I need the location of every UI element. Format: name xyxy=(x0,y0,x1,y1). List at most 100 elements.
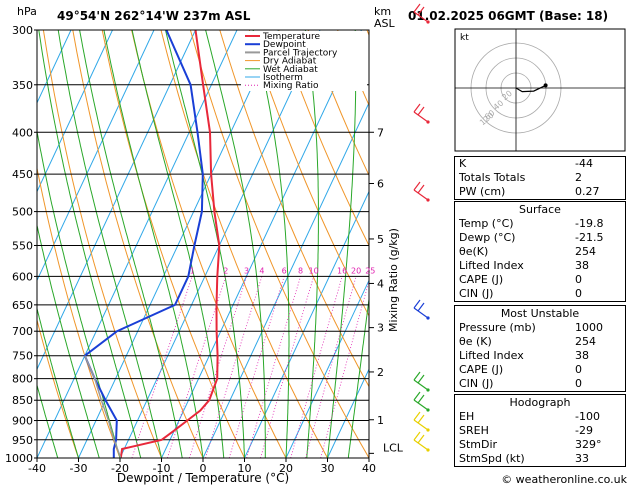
hodograph-trace xyxy=(515,84,546,93)
wind-barb-staff xyxy=(413,11,429,23)
legend-entry: Temperature xyxy=(262,32,320,42)
km-tick-label: 1 xyxy=(377,414,384,427)
wind-barb-dot xyxy=(426,388,430,392)
temperature-tick-label: -40 xyxy=(28,462,46,475)
km-label: km xyxy=(374,5,391,18)
km-tick-label: 5 xyxy=(377,233,384,246)
hodograph-row: StmDir 329° xyxy=(459,438,602,451)
most-unstable-row: CAPE (J) 0 xyxy=(459,363,582,376)
wind-barb-feather xyxy=(413,391,421,401)
dry-adiabat-line xyxy=(307,30,369,177)
surface-row: Lifted Index 38 xyxy=(459,259,589,272)
location-title: 49°54'N 262°14'W 237m ASL xyxy=(57,9,251,23)
wind-barb-feather xyxy=(417,302,425,312)
index-row-k: K -44 xyxy=(459,157,593,170)
wind-barb-staff xyxy=(413,189,429,201)
hodograph-indices-title: Hodograph xyxy=(509,396,571,409)
mixing-ratio-label: 10 xyxy=(309,266,319,275)
mixing-ratio-labels: 1 2 3 4 6 8 10 16 20 25 xyxy=(190,266,376,275)
surface-title: Surface xyxy=(519,203,561,216)
wind-barb-feather xyxy=(413,411,421,421)
wind-barb-feather xyxy=(413,431,421,441)
pressure-tick-label: 800 xyxy=(12,373,33,386)
wind-barb-feather xyxy=(417,434,425,444)
wind-barb-feather xyxy=(417,414,425,424)
wind-barb-staff xyxy=(413,399,429,411)
most-unstable-title: Most Unstable xyxy=(500,307,580,320)
pressure-tick-label: 300 xyxy=(12,24,33,37)
wind-barb-dot xyxy=(426,428,430,432)
mixing-ratio-line xyxy=(205,276,263,458)
km-tick-label: 6 xyxy=(377,177,384,190)
mixing-ratio-axis-label: Mixing Ratio (g/kg) xyxy=(387,228,400,332)
mixing-ratio-label: 16 xyxy=(337,266,347,275)
most-unstable-row: CIN (J) 0 xyxy=(459,377,582,390)
pressure-tick-label: 900 xyxy=(12,415,33,428)
most-unstable-panel: Most Unstable Pressure (mb) 1000 θe (K) 25… xyxy=(454,305,626,392)
pressure-tick-label: 550 xyxy=(12,239,33,252)
temperature-tick-label: 40 xyxy=(362,462,376,475)
dry-adiabat-line xyxy=(278,30,369,247)
plot-frame xyxy=(36,29,370,459)
wind-barb-staff xyxy=(413,439,429,451)
wind-barb-feather xyxy=(413,103,421,113)
plot-area xyxy=(37,30,369,458)
hodograph-row: StmSpd (kt) 33 xyxy=(459,452,589,465)
temperature-tick-label: 30 xyxy=(321,462,335,475)
pressure-tick-label: 700 xyxy=(12,325,33,338)
wind-barb-staff xyxy=(413,307,429,319)
wind-barb-feather xyxy=(417,184,425,194)
pressure-tick-label: 500 xyxy=(12,206,33,219)
wind-barb-feather xyxy=(417,374,425,384)
wind-barb-dot xyxy=(426,408,430,412)
legend-entry: Parcel Trajectory xyxy=(263,48,338,58)
km-axis: 7 6 5 4 3 2 1 LCL xyxy=(369,126,404,454)
pressure-tick-label: 350 xyxy=(12,79,33,92)
km-tick-label: 3 xyxy=(377,322,384,335)
isotherm-line xyxy=(202,101,369,458)
legend-entry: Dewpoint xyxy=(263,40,306,50)
dry-adiabat-line xyxy=(248,30,369,317)
surface-row: CIN (J) 0 xyxy=(459,287,582,300)
isotherm-line xyxy=(37,30,196,371)
mixing-ratio-label: 25 xyxy=(365,266,375,275)
isotherm-line xyxy=(37,30,113,193)
isotherm-line xyxy=(161,30,362,458)
surface-row: Temp (°C) -19.8 xyxy=(459,217,604,230)
legend-entry: Mixing Ratio xyxy=(263,81,319,91)
pressure-tick-label: 850 xyxy=(12,394,33,407)
wet-adiabat-line xyxy=(37,306,79,458)
legend-background xyxy=(241,31,367,91)
hodograph-unit-label: kt xyxy=(460,33,469,43)
x-axis-label: Dewpoint / Temperature (°C) xyxy=(117,471,289,485)
surface-panel: Surface Temp (°C) -19.8 Dewp (°C) -21.5 θe… xyxy=(454,201,626,302)
mixing-ratio-label: 1 xyxy=(190,266,195,275)
wind-barb-feather xyxy=(413,371,421,381)
isotherm-line xyxy=(78,30,279,458)
isobar-lines xyxy=(37,30,369,458)
wind-barb-feather xyxy=(417,394,425,404)
hodograph-indices-panel: Hodograph EH -100 SREH -29 StmDir 329° StmS… xyxy=(454,394,626,467)
most-unstable-row: θe (K) 254 xyxy=(459,335,596,348)
wind-barb-feather xyxy=(417,106,425,116)
legend-entry: Wet Adiabat xyxy=(263,65,318,75)
dry-adiabat-line xyxy=(189,30,369,458)
mixing-ratio-label: 6 xyxy=(282,266,287,275)
wind-barb-dot xyxy=(426,316,430,320)
wind-barb-dot xyxy=(426,198,430,202)
hodograph-storm-dot xyxy=(543,83,548,88)
wind-barb-dot xyxy=(426,448,430,452)
isotherm-line xyxy=(37,30,238,458)
wind-barb-staff xyxy=(413,379,429,391)
pressure-tick-label: 1000 xyxy=(5,452,33,465)
wind-barb-feather xyxy=(413,3,421,13)
wind-barb-feather xyxy=(413,299,421,309)
temperature-tick-label: -30 xyxy=(70,462,88,475)
km-tick-label: 4 xyxy=(377,277,384,290)
wind-barb-feather xyxy=(413,181,421,191)
surface-row: CAPE (J) 0 xyxy=(459,273,582,286)
mixing-ratio-line xyxy=(228,276,285,458)
